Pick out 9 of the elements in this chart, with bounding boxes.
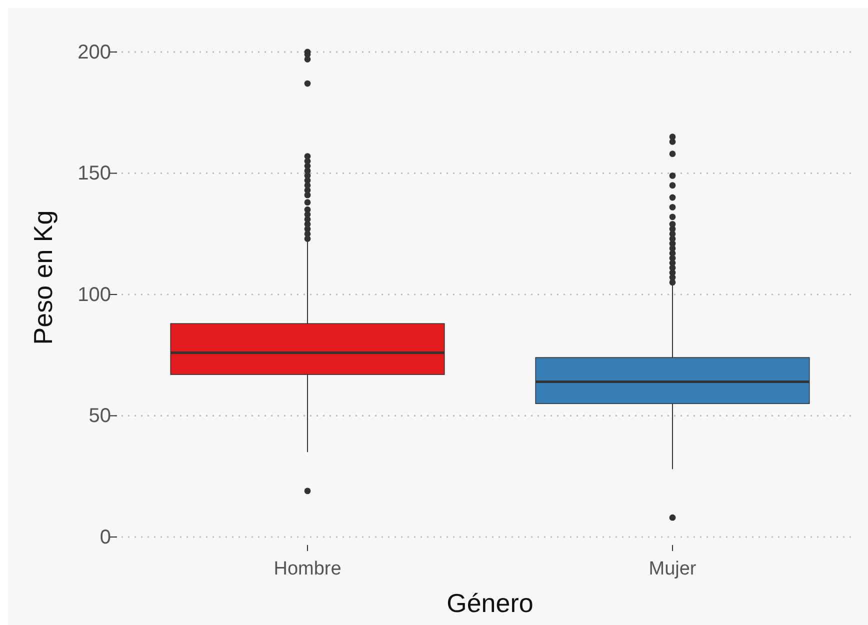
y-tick-label: 50 <box>88 405 111 428</box>
y-tick-label: 100 <box>78 284 111 306</box>
y-tick-label: 150 <box>78 162 111 185</box>
y-tick-label: 0 <box>100 526 111 548</box>
x-tick-label: Mujer <box>648 558 697 580</box>
x-axis-title: Género <box>446 588 534 618</box>
y-axis-title: Peso en Kg <box>28 210 58 345</box>
x-tick-label: Hombre <box>274 558 342 580</box>
y-tick-label: 200 <box>78 41 111 64</box>
